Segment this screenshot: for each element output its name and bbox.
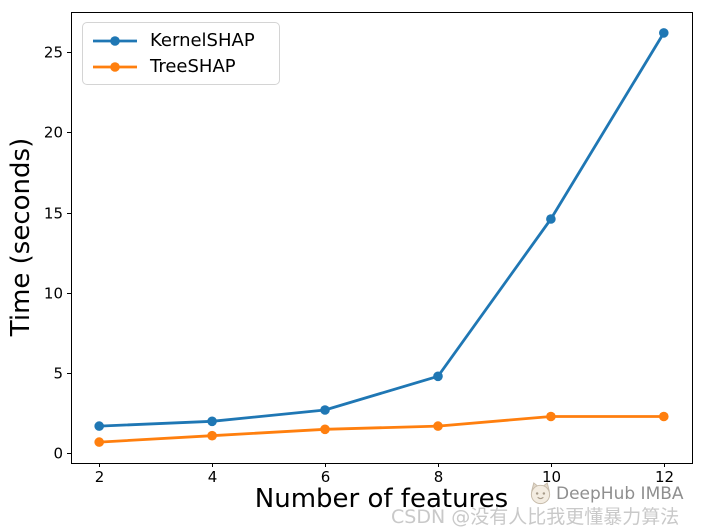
data-point-kernelshap [207,416,217,427]
data-point-kernelshap [94,421,104,431]
legend-label: KernelSHAP [150,30,255,51]
x-tick-label: 4 [208,468,218,486]
legend-item-treeshap: TreeSHAP [91,56,271,77]
series-line-treeshap [97,415,666,444]
data-point-treeshap [207,430,217,441]
data-point-treeshap [94,437,104,447]
data-point-kernelshap [433,371,443,382]
deephub-watermark: DeepHub IMBA [528,481,684,506]
x-axis-label: Number of features [254,484,509,514]
series-line-kernelshap [97,31,666,428]
x-tick-label: 10 [542,468,561,486]
y-tick-label: 0 [53,445,63,463]
x-tick-label: 8 [434,468,444,486]
data-point-treeshap [433,421,443,431]
y-tick-label: 25 [44,44,63,62]
x-tick-label: 2 [95,468,105,486]
x-tick-label: 12 [655,468,674,486]
x-tick-label: 6 [321,468,331,486]
y-axis-label: Time (seconds) [6,137,36,337]
data-point-kernelshap [659,28,669,38]
legend-line-sample-icon [93,61,137,72]
legend: KernelSHAP TreeSHAP [82,22,280,85]
y-tick-label: 20 [44,124,63,142]
legend-line-sample-icon [93,35,137,46]
y-tick-label: 5 [53,365,63,383]
axes-frame [71,12,693,464]
legend-label: TreeSHAP [150,56,236,77]
y-tick-label: 15 [44,205,63,223]
data-point-treeshap [320,424,330,435]
legend-item-kernelshap: KernelSHAP [91,30,271,51]
deephub-watermark-text: DeepHub IMBA [556,483,684,504]
deephub-logo-icon [530,482,551,505]
y-tick-label: 10 [44,285,63,303]
data-point-kernelshap [546,214,556,224]
data-point-kernelshap [320,405,330,415]
csdn-watermark: CSDN @没有人比我更懂暴力算法 [391,506,680,528]
data-point-treeshap [659,411,669,422]
data-point-treeshap [546,411,556,422]
